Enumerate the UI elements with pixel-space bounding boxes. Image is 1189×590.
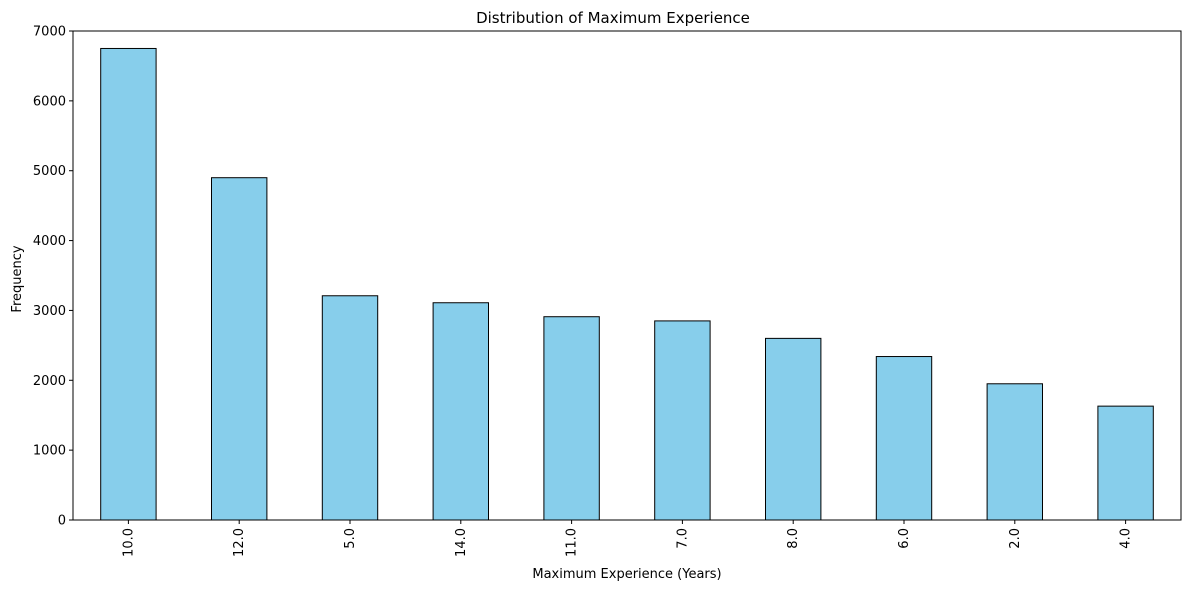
bar-14.0 (432, 302, 490, 521)
y-tick-label: 6000 (33, 94, 66, 109)
x-tick-label: 8.0 (786, 528, 801, 549)
y-tick-label: 3000 (33, 304, 66, 319)
x-tick-label: 4.0 (1119, 528, 1134, 549)
x-axis: 10.0 12.0 5.0 14.0 11.0 7.0 8.0 6.0 2.0 4.0 (121, 520, 1134, 557)
x-tick-label: 5.0 (343, 528, 358, 549)
y-tick-label: 1000 (33, 444, 66, 459)
y-tick-label: 2000 (33, 374, 66, 389)
bar-6.0 (875, 356, 933, 521)
bar-10.0 (100, 47, 157, 521)
y-axis: 0 1000 2000 3000 4000 5000 6000 7000 (33, 25, 73, 529)
bar-5.0 (321, 295, 379, 521)
x-tick-label: 12.0 (232, 528, 247, 557)
y-tick-label: 0 (58, 514, 66, 529)
bar-11.0 (543, 316, 600, 521)
y-tick-label: 4000 (33, 234, 66, 249)
x-tick-label: 14.0 (454, 528, 469, 557)
bar-7.0 (654, 320, 711, 521)
bar-12.0 (211, 177, 268, 521)
bar-8.0 (765, 337, 822, 521)
bar-4.0 (1097, 405, 1154, 521)
y-axis-label: Frequency (10, 245, 25, 312)
x-axis-label: Maximum Experience (Years) (532, 567, 721, 582)
plot-frame (72, 30, 1182, 521)
bar-2.0 (986, 383, 1043, 521)
x-tick-label: 6.0 (897, 528, 912, 549)
x-tick-label: 2.0 (1008, 528, 1023, 549)
chart-title: Distribution of Maximum Experience (476, 9, 750, 27)
y-tick-label: 7000 (33, 25, 66, 40)
x-tick-label: 11.0 (565, 528, 580, 557)
y-tick-label: 5000 (33, 164, 66, 179)
x-tick-label: 7.0 (675, 528, 690, 549)
x-tick-label: 10.0 (121, 528, 136, 557)
plot-area (100, 47, 1154, 521)
